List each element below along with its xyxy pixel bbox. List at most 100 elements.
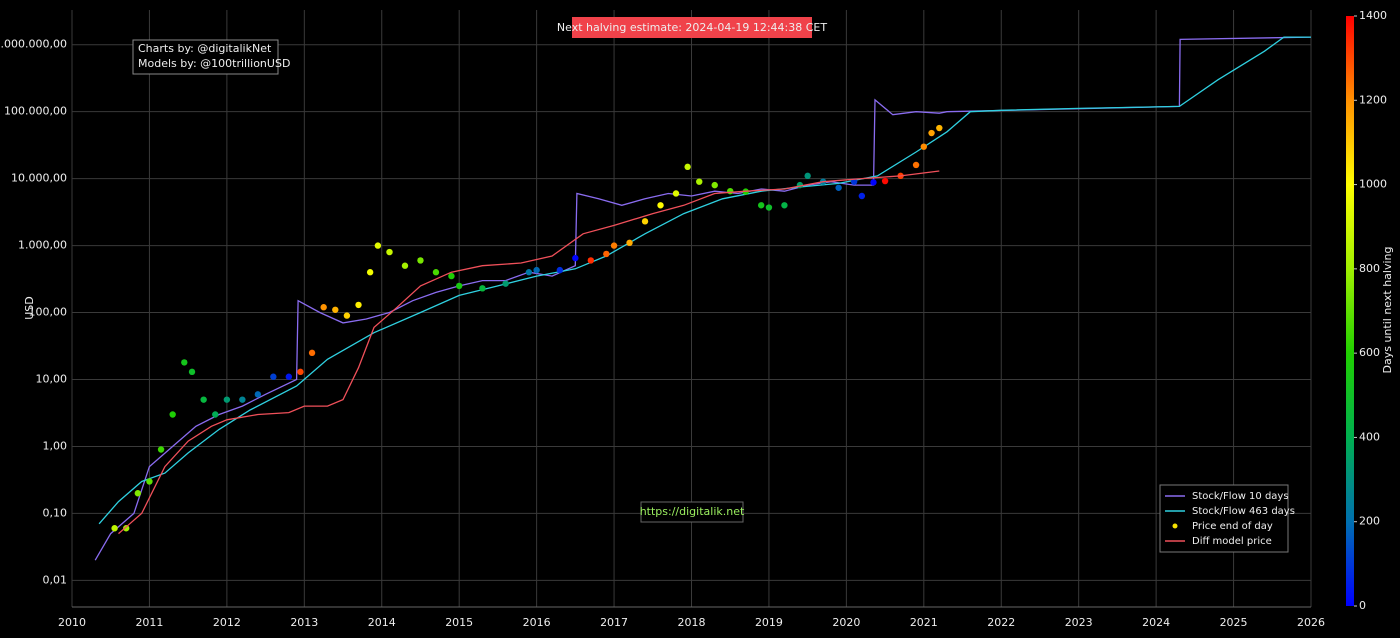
legend-swatch (1172, 523, 1178, 529)
x-tick-label: 2015 (445, 616, 473, 629)
price-point (188, 368, 196, 376)
link-box (640, 501, 744, 523)
price-point (525, 269, 533, 276)
price-point (355, 301, 362, 309)
series-line (98, 36, 1311, 525)
legend-label: Stock/Flow 463 days (1192, 506, 1295, 517)
price-point (432, 269, 440, 276)
colorbar-tick-label: 400 (1359, 430, 1380, 443)
x-tick-label: 2024 (1142, 616, 1170, 629)
x-tick-label: 2018 (678, 616, 706, 629)
price-point (850, 178, 858, 185)
y-tick-label: 100,00 (29, 306, 68, 319)
x-tick-label: 2013 (290, 616, 318, 629)
y-tick-label: 0,10 (43, 506, 68, 519)
price-point (200, 396, 207, 403)
price-point (657, 202, 664, 209)
price-point (936, 124, 943, 132)
colorbar-tick-label: 800 (1359, 262, 1380, 275)
price-point (727, 187, 734, 195)
price-point (610, 242, 618, 249)
price-point (502, 280, 509, 287)
colorbar-tick-label: 200 (1359, 515, 1380, 528)
price-point (928, 129, 935, 137)
price-point (181, 359, 188, 366)
price-point (254, 391, 262, 398)
price-point (212, 411, 219, 418)
x-tick-label: 2021 (910, 616, 938, 629)
price-point (835, 184, 842, 191)
x-tick-label: 2016 (523, 616, 551, 629)
price-point (123, 525, 130, 532)
models-by: Models by: @100trillionUSD (138, 57, 290, 70)
link[interactable]: https://digitalik.net (640, 505, 745, 518)
price-point (401, 262, 409, 269)
credits-box (132, 39, 279, 75)
price-point (308, 349, 316, 357)
price-point (641, 218, 649, 225)
y-tick-label: 0,01 (43, 573, 68, 586)
price-point (696, 178, 703, 185)
x-tick-label: 2025 (1220, 616, 1248, 629)
x-tick-label: 2022 (987, 616, 1015, 629)
overlay: USD Next halving estimate: 2024-04-19 12… (0, 9, 1394, 629)
price-point (366, 269, 374, 276)
price-point (711, 181, 718, 189)
y-tick-label: 1,00 (43, 439, 68, 452)
price-point (374, 242, 382, 249)
price-point (603, 250, 610, 258)
price-point (626, 239, 633, 247)
colorbar-title: Days until next halving (1381, 247, 1394, 374)
price-point (672, 190, 680, 197)
price-point (417, 257, 424, 264)
y-tick-label: 1.000,00 (18, 239, 67, 252)
y-tick-label: 1.000.000,00 (0, 38, 67, 51)
x-tick-label: 2012 (213, 616, 241, 629)
price-point (804, 172, 811, 180)
plot-area (94, 36, 1312, 561)
price-point (587, 257, 595, 264)
price-point (781, 202, 788, 209)
legend-label: Price end of day (1192, 521, 1273, 532)
x-tick-label: 2019 (755, 616, 783, 629)
price-point (556, 266, 564, 274)
y-tick-label: 100.000,00 (4, 105, 67, 118)
price-point (320, 304, 327, 311)
y-tick-label: 10.000,00 (11, 172, 67, 185)
charts-by: Charts by: @digitalikNet (138, 42, 272, 55)
price-point (285, 373, 293, 380)
legend-label: Diff model price (1192, 536, 1272, 547)
colorbar-tick-label: 1000 (1359, 178, 1387, 191)
colorbar-tick-label: 1200 (1359, 93, 1387, 106)
series-line (118, 170, 940, 535)
price-point (912, 161, 920, 169)
price-point (533, 266, 540, 274)
price-point (684, 163, 691, 171)
y-tick-label: 10,00 (36, 372, 68, 385)
price-point (239, 396, 246, 403)
price-point (134, 490, 142, 497)
price-point (448, 272, 455, 280)
x-tick-label: 2017 (600, 616, 628, 629)
x-tick-label: 2014 (368, 616, 396, 629)
price-point (343, 312, 351, 319)
price-point (920, 143, 928, 150)
colorbar-tick-label: 1400 (1359, 9, 1387, 22)
x-tick-label: 2020 (832, 616, 860, 629)
halving-box (572, 17, 812, 38)
price-point (858, 192, 866, 200)
colorbar-tick-label: 0 (1359, 599, 1366, 612)
x-tick-label: 2010 (58, 616, 86, 629)
colorbar (1346, 16, 1354, 606)
price-point (455, 282, 463, 290)
price-point (479, 285, 486, 292)
price-point (157, 446, 165, 453)
price-point (223, 396, 231, 403)
price-point (386, 248, 393, 256)
price-point (870, 179, 877, 186)
x-tick-label: 2023 (1065, 616, 1093, 629)
legend-label: Stock/Flow 10 days (1192, 491, 1289, 502)
price-point (146, 478, 153, 485)
halving-annotation: Next halving estimate: 2024-04-19 12:44:… (557, 21, 827, 34)
grid (71, 10, 1312, 608)
